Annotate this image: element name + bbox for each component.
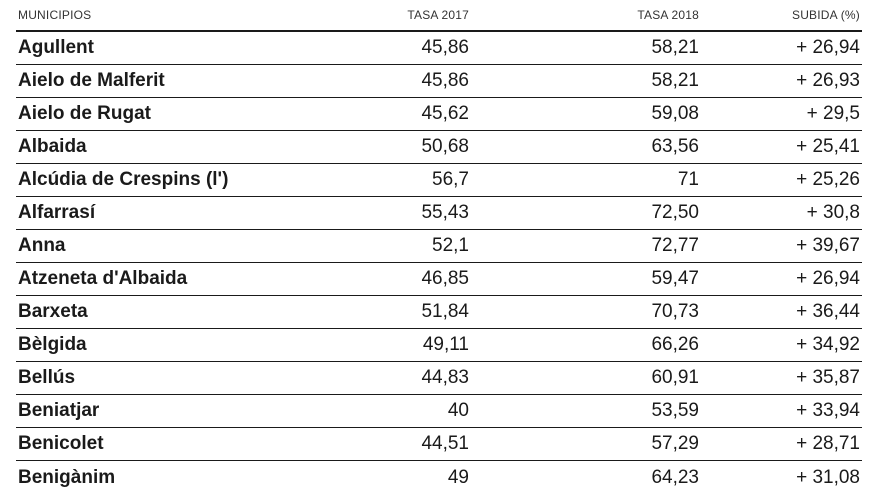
- tasa-2017-cell: 49: [447, 466, 469, 488]
- tasa-2018-cell: 71: [677, 169, 699, 190]
- municipio-cell: Alfarrasí: [18, 202, 96, 223]
- tasa-2017-cell: 56,7: [432, 169, 469, 190]
- municipio-cell: Benigànim: [18, 466, 116, 488]
- municipio-cell: Benicolet: [18, 433, 104, 454]
- tasa-2018-cell: 57,29: [651, 433, 699, 454]
- table-row: Benicolet 44,51 57,29 + 28,71: [16, 428, 862, 461]
- tasa-2017-cell: 44,51: [421, 433, 469, 454]
- subida-cell: + 25,41: [796, 136, 860, 157]
- tasa-2017-cell: 40: [447, 400, 469, 421]
- tasa-2017-cell: 45,86: [421, 70, 469, 91]
- table-row: Bellús 44,83 60,91 + 35,87: [16, 362, 862, 395]
- tasa-2017-cell: 46,85: [421, 268, 469, 289]
- subida-cell: + 33,94: [796, 400, 860, 421]
- tasa-2017-cell: 51,84: [421, 301, 469, 322]
- tasa-2017-cell: 50,68: [421, 136, 469, 157]
- municipio-cell: Aielo de Malferit: [18, 70, 165, 91]
- table-row: Barxeta 51,84 70,73 + 36,44: [16, 296, 862, 329]
- table-row: Anna 52,1 72,77 + 39,67: [16, 230, 862, 263]
- tasa-2018-cell: 66,26: [651, 334, 699, 355]
- subida-cell: + 36,44: [796, 301, 860, 322]
- subida-cell: + 35,87: [796, 367, 860, 388]
- tasa-2017-cell: 45,86: [421, 37, 469, 58]
- tasa-2018-cell: 58,21: [651, 70, 699, 91]
- table-row: Albaida 50,68 63,56 + 25,41: [16, 131, 862, 164]
- subida-cell: + 26,94: [796, 268, 860, 289]
- tasa-2018-cell: 64,23: [651, 466, 699, 488]
- table-row: Agullent 45,86 58,21 + 26,94: [16, 32, 862, 65]
- tasa-2018-cell: 72,50: [651, 202, 699, 223]
- subida-cell: + 34,92: [796, 334, 860, 355]
- table-row: Alcúdia de Crespins (l') 56,7 71 + 25,26: [16, 164, 862, 197]
- subida-cell: + 28,71: [796, 433, 860, 454]
- subida-cell: + 30,8: [806, 202, 860, 223]
- header-tasa-2018: TASA 2018: [637, 8, 699, 22]
- tasa-2018-cell: 60,91: [651, 367, 699, 388]
- municipio-cell: Atzeneta d'Albaida: [18, 268, 188, 289]
- subida-cell: + 26,94: [796, 37, 860, 58]
- table-row: Benigànim 49 64,23 + 31,08: [16, 461, 862, 494]
- municipio-cell: Agullent: [18, 37, 94, 58]
- table-header: MUNICIPIOS TASA 2017 TASA 2018 SUBIDA (%…: [16, 0, 862, 32]
- municipio-cell: Barxeta: [18, 301, 88, 322]
- table-row: Alfarrasí 55,43 72,50 + 30,8: [16, 197, 862, 230]
- subida-cell: + 26,93: [796, 70, 860, 91]
- tasa-2017-cell: 52,1: [432, 235, 469, 256]
- header-tasa-2017: TASA 2017: [407, 8, 469, 22]
- tasa-2018-cell: 59,47: [651, 268, 699, 289]
- tasa-2018-cell: 63,56: [651, 136, 699, 157]
- table-row: Bèlgida 49,11 66,26 + 34,92: [16, 329, 862, 362]
- subida-cell: + 31,08: [796, 466, 860, 488]
- table-row: Aielo de Rugat 45,62 59,08 + 29,5: [16, 98, 862, 131]
- tasa-2018-cell: 53,59: [651, 400, 699, 421]
- subida-cell: + 39,67: [796, 235, 860, 256]
- table-body: Agullent 45,86 58,21 + 26,94 Aielo de Malfer…: [16, 32, 862, 494]
- municipio-cell: Aielo de Rugat: [18, 103, 152, 124]
- table-row: Atzeneta d'Albaida 46,85 59,47 + 26,94: [16, 263, 862, 296]
- municipio-cell: Beniatjar: [18, 400, 100, 421]
- tasa-2017-cell: 45,62: [421, 103, 469, 124]
- municipio-cell: Albaida: [18, 136, 87, 157]
- subida-cell: + 25,26: [796, 169, 860, 190]
- subida-cell: + 29,5: [806, 103, 860, 124]
- municipio-cell: Bellús: [18, 367, 76, 388]
- table-row: Beniatjar 40 53,59 + 33,94: [16, 395, 862, 428]
- tasa-2017-cell: 55,43: [421, 202, 469, 223]
- tasa-2018-cell: 59,08: [651, 103, 699, 124]
- table-row: Aielo de Malferit 45,86 58,21 + 26,93: [16, 65, 862, 98]
- tasa-2018-cell: 72,77: [651, 235, 699, 256]
- municipio-cell: Anna: [18, 235, 66, 256]
- tasa-2018-cell: 70,73: [651, 301, 699, 322]
- header-municipios: MUNICIPIOS: [18, 8, 92, 22]
- tasa-2018-cell: 58,21: [651, 37, 699, 58]
- header-subida: SUBIDA (%): [791, 8, 860, 22]
- municipio-cell: Bèlgida: [18, 334, 87, 355]
- municipio-cell: Alcúdia de Crespins (l'): [18, 169, 229, 190]
- tax-rates-table: MUNICIPIOS TASA 2017 TASA 2018 SUBIDA (%…: [16, 0, 862, 494]
- tasa-2017-cell: 49,11: [422, 334, 469, 355]
- tasa-2017-cell: 44,83: [421, 367, 469, 388]
